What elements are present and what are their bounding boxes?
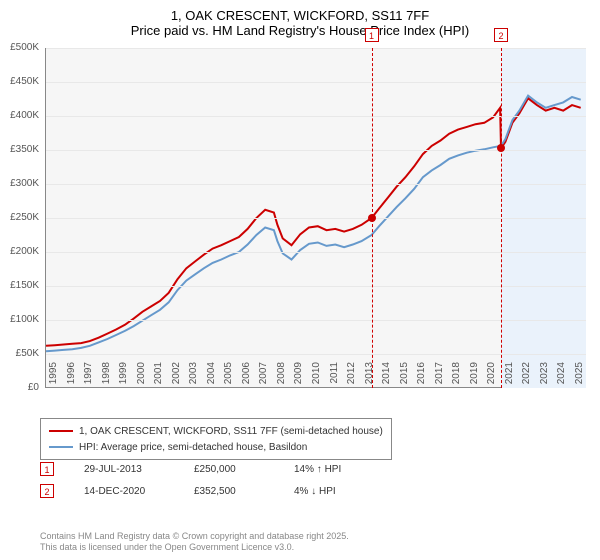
- xtick-label: 2010: [311, 362, 322, 392]
- sale-hpi: 4% ↓ HPI: [294, 486, 414, 497]
- ytick-label: £100K: [0, 314, 39, 325]
- gridline-h: [46, 286, 586, 287]
- sale-date: 29-JUL-2013: [84, 464, 194, 475]
- ytick-label: £450K: [0, 76, 39, 87]
- xtick-label: 2004: [206, 362, 217, 392]
- gridline-h: [46, 354, 586, 355]
- sale-row-marker: 2: [40, 484, 54, 498]
- title-line2: Price paid vs. HM Land Registry's House …: [0, 23, 600, 38]
- xtick-label: 1996: [66, 362, 77, 392]
- legend-row: 1, OAK CRESCENT, WICKFORD, SS11 7FF (sem…: [49, 423, 383, 439]
- footer-line1: Contains HM Land Registry data © Crown c…: [40, 531, 349, 543]
- legend-label: 1, OAK CRESCENT, WICKFORD, SS11 7FF (sem…: [79, 426, 383, 437]
- legend-swatch: [49, 446, 73, 448]
- sale-price: £250,000: [194, 464, 294, 475]
- gridline-h: [46, 116, 586, 117]
- xtick-label: 2014: [381, 362, 392, 392]
- xtick-label: 2023: [539, 362, 550, 392]
- footer-attribution: Contains HM Land Registry data © Crown c…: [40, 531, 349, 554]
- ytick-label: £250K: [0, 212, 39, 223]
- xtick-label: 2007: [258, 362, 269, 392]
- xtick-label: 2001: [153, 362, 164, 392]
- xtick-label: 2008: [276, 362, 287, 392]
- ytick-label: £300K: [0, 178, 39, 189]
- ytick-label: £350K: [0, 144, 39, 155]
- legend-row: HPI: Average price, semi-detached house,…: [49, 439, 383, 455]
- xtick-label: 2012: [346, 362, 357, 392]
- legend-box: 1, OAK CRESCENT, WICKFORD, SS11 7FF (sem…: [40, 418, 392, 460]
- chart-area: 12 £0£50K£100K£150K£200K£250K£300K£350K£…: [45, 48, 585, 388]
- sale-point: [368, 214, 376, 222]
- gridline-h: [46, 252, 586, 253]
- xtick-label: 1999: [118, 362, 129, 392]
- sale-point: [497, 144, 505, 152]
- sale-date: 14-DEC-2020: [84, 486, 194, 497]
- xtick-label: 2021: [504, 362, 515, 392]
- xtick-label: 2025: [574, 362, 585, 392]
- ytick-label: £500K: [0, 42, 39, 53]
- ytick-label: £0: [0, 382, 39, 393]
- xtick-label: 2009: [293, 362, 304, 392]
- sale-row-marker: 1: [40, 462, 54, 476]
- footer-line2: This data is licensed under the Open Gov…: [40, 542, 349, 554]
- sale-row-2: 2 14-DEC-2020£352,5004% ↓ HPI: [40, 484, 414, 498]
- xtick-label: 2019: [469, 362, 480, 392]
- sale-price: £352,500: [194, 486, 294, 497]
- xtick-label: 2006: [241, 362, 252, 392]
- sale-row-1: 1 29-JUL-2013£250,00014% ↑ HPI: [40, 462, 414, 476]
- chart-title-block: 1, OAK CRESCENT, WICKFORD, SS11 7FF Pric…: [0, 0, 600, 42]
- legend-label: HPI: Average price, semi-detached house,…: [79, 442, 307, 453]
- sale-hpi: 14% ↑ HPI: [294, 464, 414, 475]
- title-line1: 1, OAK CRESCENT, WICKFORD, SS11 7FF: [0, 8, 600, 23]
- sale-vline: [501, 48, 502, 388]
- gridline-h: [46, 218, 586, 219]
- ytick-label: £150K: [0, 280, 39, 291]
- gridline-h: [46, 82, 586, 83]
- sale-marker-2: 2: [494, 28, 508, 42]
- ytick-label: £50K: [0, 348, 39, 359]
- xtick-label: 2002: [171, 362, 182, 392]
- legend-swatch: [49, 430, 73, 432]
- xtick-label: 2020: [486, 362, 497, 392]
- plot-background: 12: [45, 48, 585, 388]
- xtick-label: 1995: [48, 362, 59, 392]
- gridline-h: [46, 320, 586, 321]
- xtick-label: 2024: [556, 362, 567, 392]
- gridline-h: [46, 150, 586, 151]
- xtick-label: 1997: [83, 362, 94, 392]
- xtick-label: 2005: [223, 362, 234, 392]
- xtick-label: 2016: [416, 362, 427, 392]
- xtick-label: 2022: [521, 362, 532, 392]
- ytick-label: £200K: [0, 246, 39, 257]
- xtick-label: 2000: [136, 362, 147, 392]
- xtick-label: 1998: [101, 362, 112, 392]
- xtick-label: 2017: [434, 362, 445, 392]
- xtick-label: 2013: [364, 362, 375, 392]
- xtick-label: 2003: [188, 362, 199, 392]
- gridline-h: [46, 184, 586, 185]
- xtick-label: 2018: [451, 362, 462, 392]
- gridline-h: [46, 48, 586, 49]
- ytick-label: £400K: [0, 110, 39, 121]
- xtick-label: 2011: [329, 362, 340, 392]
- xtick-label: 2015: [399, 362, 410, 392]
- sale-marker-1: 1: [365, 28, 379, 42]
